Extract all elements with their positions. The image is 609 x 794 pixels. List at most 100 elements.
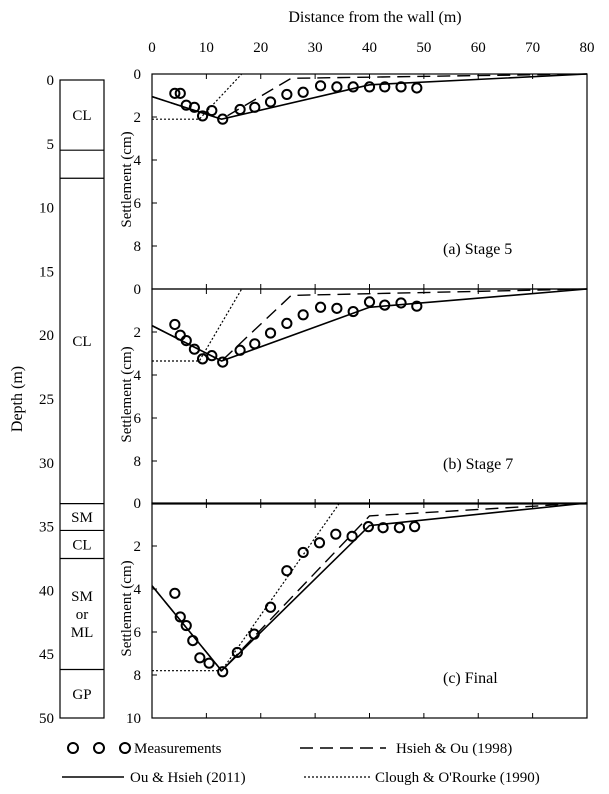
- soil-profile-y-label: Depth (m): [9, 366, 26, 432]
- legend-hsieh-ou-label: Hsieh & Ou (1998): [396, 741, 512, 757]
- measurement-point: [331, 302, 343, 314]
- measurement-point: [379, 299, 391, 311]
- measurement-point: [180, 335, 192, 347]
- x-tick-label: 80: [580, 40, 595, 56]
- y-tick-label: 4: [134, 368, 142, 384]
- hsieh-ou-line: [151, 73, 588, 120]
- y-tick-label: 6: [134, 411, 142, 427]
- measurement-point: [264, 96, 277, 108]
- measurement-point: [297, 546, 309, 559]
- measurement-point: [196, 353, 209, 365]
- y-tick-label: 8: [134, 668, 142, 684]
- y-tick-label: 8: [134, 239, 142, 255]
- measurement-point: [313, 537, 326, 549]
- measurement-point: [169, 587, 181, 599]
- measurement-point: [231, 646, 243, 659]
- depth-tick-label: 30: [39, 456, 54, 472]
- measurement-point: [187, 635, 199, 647]
- measurement-point: [174, 87, 186, 99]
- soil-layer-label: CL: [72, 537, 91, 553]
- x-tick-label: 70: [525, 40, 540, 56]
- measurement-point: [169, 318, 181, 331]
- y-tick-label: 6: [134, 196, 142, 212]
- soil-layer-label: SM: [71, 510, 93, 526]
- x-axis-ticks: 0 10 20 30 40 50 60 70 80: [148, 40, 594, 56]
- panel-1: 0 2 4 6 8 Settlement (cm) (a) Stage 5: [119, 67, 588, 290]
- measurement-point: [196, 110, 209, 122]
- depth-tick-label: 20: [39, 328, 54, 344]
- measurement-point: [174, 611, 186, 623]
- measurement-point: [217, 113, 229, 125]
- x-tick-label: 30: [308, 40, 323, 56]
- legend-clough-label: Clough & O'Rourke (1990): [375, 770, 540, 786]
- measurement-point: [281, 317, 293, 329]
- legend-measurement-circle: [67, 742, 79, 754]
- measurement-point: [203, 657, 215, 669]
- plot-frame: [151, 73, 588, 290]
- y-tick-label: 4: [134, 582, 142, 598]
- legend-measurement-circle: [119, 742, 131, 754]
- depth-tick-label: 0: [47, 73, 55, 89]
- hsieh-ou-line: [151, 288, 588, 362]
- measurement-point: [363, 296, 376, 308]
- measurement-point: [234, 103, 246, 116]
- ou-hsieh-line: [151, 73, 588, 121]
- measurement-point: [281, 565, 293, 577]
- y-tick-label: 0: [134, 67, 142, 83]
- clough-line: [152, 73, 243, 120]
- depth-tick-label: 40: [39, 583, 54, 599]
- soil-profile: 0 5 10 15 20 25 30 35 40 45 50 CL CL SM CL SM or ML GP: [39, 73, 105, 727]
- measurement-point: [206, 104, 218, 117]
- y-tick-label: 4: [134, 153, 142, 169]
- measurement-point: [264, 327, 277, 339]
- clough-line: [152, 288, 243, 362]
- x-tick-label: 0: [148, 40, 156, 56]
- measurement-point: [347, 81, 359, 93]
- soil-column-border: [59, 79, 105, 719]
- panel-caption: (b) Stage 7: [443, 456, 513, 473]
- ou-hsieh-line: [151, 288, 588, 362]
- measurement-point: [409, 521, 421, 533]
- measurement-point: [249, 101, 261, 113]
- bottom-y-tick: 10: [126, 711, 141, 727]
- plot-frame: [151, 288, 588, 505]
- measurement-point: [377, 522, 389, 534]
- depth-tick-label: 50: [39, 711, 54, 727]
- panel-caption: (c) Final: [443, 670, 498, 687]
- legend-ou-hsieh-label: Ou & Hsieh (2011): [130, 770, 246, 786]
- soil-layer-label: CL: [72, 108, 91, 124]
- settlement-panels: 0 2 4 6 8 Settlement (cm) (a) Stage 5 0 2 4 6 8 Sett…: [119, 67, 588, 719]
- measurement-point: [347, 305, 359, 318]
- panel-2: 0 2 4 6 8 Settlement (cm) (b) Stage 7: [119, 282, 588, 505]
- x-tick-label: 50: [416, 40, 431, 56]
- measurement-point: [297, 309, 309, 321]
- x-tick-label: 40: [362, 40, 377, 56]
- y-tick-label: 2: [134, 110, 142, 126]
- measurement-point: [330, 528, 342, 540]
- measurement-point: [362, 521, 375, 533]
- plot-frame: [151, 502, 588, 719]
- measurement-point: [395, 297, 407, 309]
- y-tick-label: 8: [134, 454, 142, 470]
- measurement-point: [188, 343, 201, 355]
- legend-measurement-circle: [93, 742, 105, 754]
- measurement-point: [248, 628, 260, 640]
- x-tick-label: 60: [471, 40, 486, 56]
- measurement-point: [217, 356, 229, 368]
- y-tick-label: 0: [134, 496, 142, 512]
- measurement-point: [346, 530, 358, 542]
- panel-caption: (a) Stage 5: [443, 241, 512, 258]
- depth-tick-label: 15: [39, 264, 54, 280]
- y-tick-label: 2: [134, 539, 142, 555]
- measurement-point: [169, 87, 181, 99]
- measurement-point: [395, 81, 407, 93]
- measurement-point: [180, 619, 192, 632]
- y-axis-label: Settlement (cm): [119, 131, 135, 227]
- measurement-point: [174, 329, 186, 341]
- measurement-point: [314, 80, 327, 92]
- measurement-point: [194, 652, 206, 664]
- y-tick-label: 2: [134, 325, 142, 341]
- measurement-point: [249, 338, 261, 350]
- measurement-point: [411, 82, 423, 94]
